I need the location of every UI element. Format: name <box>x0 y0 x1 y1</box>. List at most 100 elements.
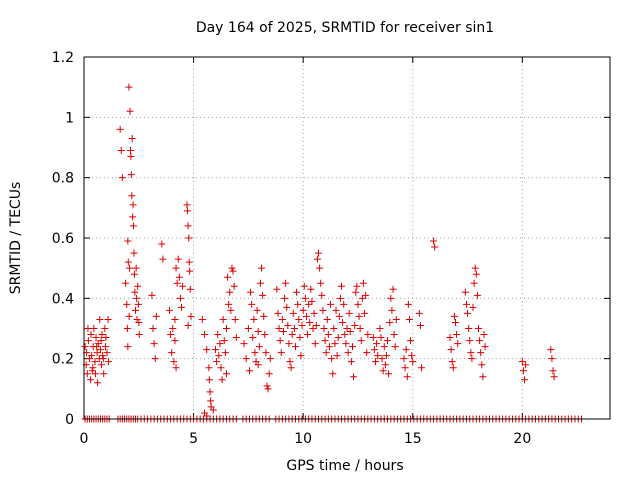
data-point <box>322 349 330 357</box>
data-point <box>369 334 377 342</box>
data-point <box>242 355 250 363</box>
data-point <box>345 309 353 317</box>
data-point <box>124 343 132 351</box>
data-point <box>361 309 369 317</box>
data-point <box>476 337 484 345</box>
data-point <box>88 352 96 360</box>
data-point <box>229 267 237 275</box>
data-point <box>549 367 557 375</box>
data-point <box>384 337 392 345</box>
data-point <box>344 349 352 357</box>
data-point <box>159 255 167 263</box>
data-point <box>88 367 96 375</box>
data-point <box>472 270 480 278</box>
y-tick-label: 0 <box>65 412 74 428</box>
data-point <box>261 331 269 339</box>
data-point <box>83 370 91 378</box>
data-point <box>403 373 411 381</box>
data-point <box>125 83 133 91</box>
data-point <box>123 300 131 308</box>
data-point <box>130 270 138 278</box>
data-point <box>231 315 239 323</box>
data-point <box>373 340 381 348</box>
data-point <box>150 340 158 348</box>
data-point <box>380 343 388 351</box>
data-point <box>90 325 98 332</box>
data-point <box>245 367 253 375</box>
data-point <box>185 234 193 242</box>
data-point <box>304 331 312 339</box>
data-point <box>209 406 217 414</box>
data-point <box>480 331 488 339</box>
data-point <box>358 294 366 302</box>
chart-title: Day 164 of 2025, SRMTID for receiver sin… <box>196 20 494 36</box>
data-point <box>126 107 134 115</box>
data-point <box>171 315 179 323</box>
data-point <box>290 325 298 332</box>
data-point <box>352 288 360 296</box>
data-point <box>99 352 107 360</box>
data-point <box>148 291 156 299</box>
data-point <box>377 334 385 342</box>
data-point <box>259 291 267 299</box>
y-axis-label: SRMTID / TECUs <box>8 182 24 295</box>
data-point <box>124 258 132 266</box>
data-point <box>297 352 305 360</box>
data-point <box>126 264 134 272</box>
data-point <box>126 147 134 155</box>
data-point <box>104 315 112 323</box>
data-point <box>338 282 346 290</box>
data-point <box>173 279 181 287</box>
data-point <box>217 364 225 372</box>
data-point <box>318 291 326 299</box>
x-axis-label: GPS time / hours <box>286 458 403 474</box>
data-point <box>128 134 136 142</box>
data-point <box>311 340 319 348</box>
data-point <box>255 343 263 351</box>
data-point <box>132 306 140 314</box>
data-point <box>184 321 192 329</box>
data-point <box>170 358 178 366</box>
data-point <box>379 367 387 375</box>
data-point <box>221 349 229 357</box>
data-point <box>309 325 317 332</box>
data-point <box>276 337 284 345</box>
data-point <box>353 282 361 290</box>
data-point <box>258 264 266 272</box>
data-point <box>169 325 177 332</box>
data-point <box>130 249 138 257</box>
data-point <box>100 370 108 378</box>
data-point <box>323 315 331 323</box>
data-point <box>127 153 135 161</box>
data-point <box>387 294 395 302</box>
data-point <box>203 346 211 354</box>
data-point <box>409 358 417 366</box>
data-point <box>134 300 142 308</box>
data-point <box>308 297 316 305</box>
data-point <box>175 273 183 281</box>
data-point <box>84 337 92 345</box>
data-point <box>250 315 258 323</box>
data-point <box>249 334 257 342</box>
data-point <box>132 264 140 272</box>
data-point <box>294 300 302 308</box>
grid <box>84 57 610 419</box>
data-point <box>470 279 478 287</box>
data-point <box>335 312 343 320</box>
data-point <box>168 349 176 357</box>
data-point <box>222 370 230 378</box>
data-point <box>347 358 355 366</box>
data-point <box>448 358 456 366</box>
data-point <box>301 294 309 302</box>
data-point <box>312 321 320 329</box>
data-point <box>363 349 371 357</box>
data-point <box>329 370 337 378</box>
data-point <box>94 379 102 387</box>
data-point <box>123 325 131 332</box>
data-point <box>275 325 283 332</box>
data-point <box>105 358 113 366</box>
data-point <box>130 222 138 230</box>
data-point <box>332 306 340 314</box>
data-point <box>357 337 365 345</box>
data-point <box>201 331 209 339</box>
